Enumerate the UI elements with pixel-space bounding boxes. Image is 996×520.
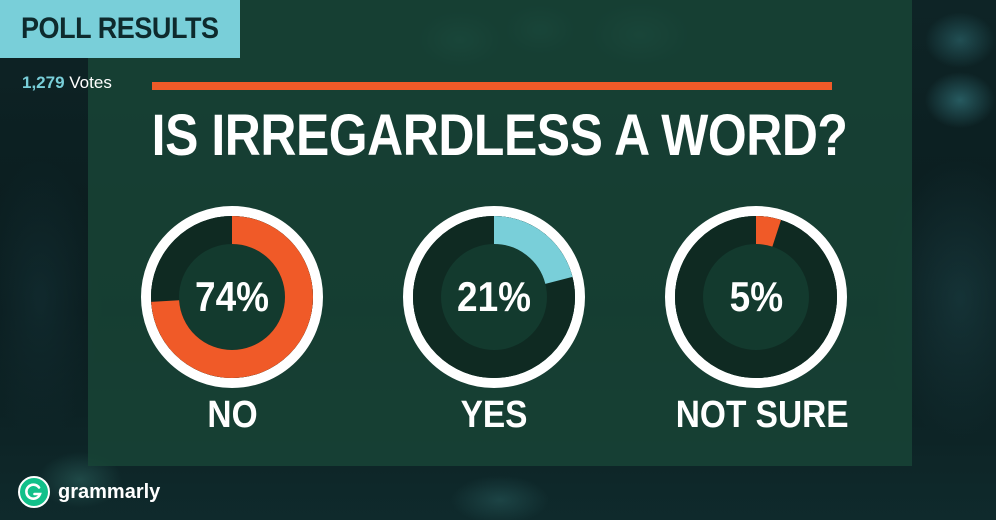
value-label-yes: 21% [457, 273, 531, 320]
ring-value-arc [151, 216, 313, 378]
votes-count: 1,279 [22, 73, 65, 92]
ring-outline [141, 206, 323, 388]
donut-not-sure: 5% [664, 205, 848, 389]
brand-name: grammarly [58, 480, 161, 503]
donut-no: 74% [140, 205, 324, 389]
value-label-not-sure: 5% [729, 273, 783, 320]
chart-title-text: IS IRREGARDLESS A WORD? [152, 103, 848, 168]
category-label: NOT SURE [664, 394, 849, 437]
donut-no-ring [141, 206, 323, 388]
value-label-no: 74% [195, 273, 269, 320]
g-glyph [25, 483, 42, 500]
poll-results-tag: POLL RESULTS [0, 0, 240, 58]
category-label: NO [140, 394, 324, 437]
value-label: 74% [140, 205, 324, 389]
ring-outline [403, 206, 585, 388]
category-label: YES [402, 394, 586, 437]
votes-summary: 1,279 Votes [22, 73, 112, 93]
ring-value-arc [413, 216, 575, 378]
votes-label: Votes [69, 73, 112, 92]
category-label-not-sure: NOT SURE [675, 394, 849, 436]
donut-not-sure-ring [665, 206, 847, 388]
brand-footer: grammarly [18, 476, 160, 508]
title-accent-bar [152, 82, 832, 90]
donut-yes: 21% [402, 205, 586, 389]
ring-value-arc [675, 216, 837, 378]
donut-yes-ring [403, 206, 585, 388]
chart-title: IS IRREGARDLESS A WORD? [88, 104, 912, 168]
ring-outline [665, 206, 847, 388]
poll-results-label: POLL RESULTS [21, 12, 219, 45]
grammarly-g-icon [18, 476, 50, 508]
value-label: 5% [664, 205, 848, 389]
value-label: 21% [402, 205, 586, 389]
category-label-yes: YES [460, 394, 528, 436]
category-label-no: NO [206, 394, 258, 436]
